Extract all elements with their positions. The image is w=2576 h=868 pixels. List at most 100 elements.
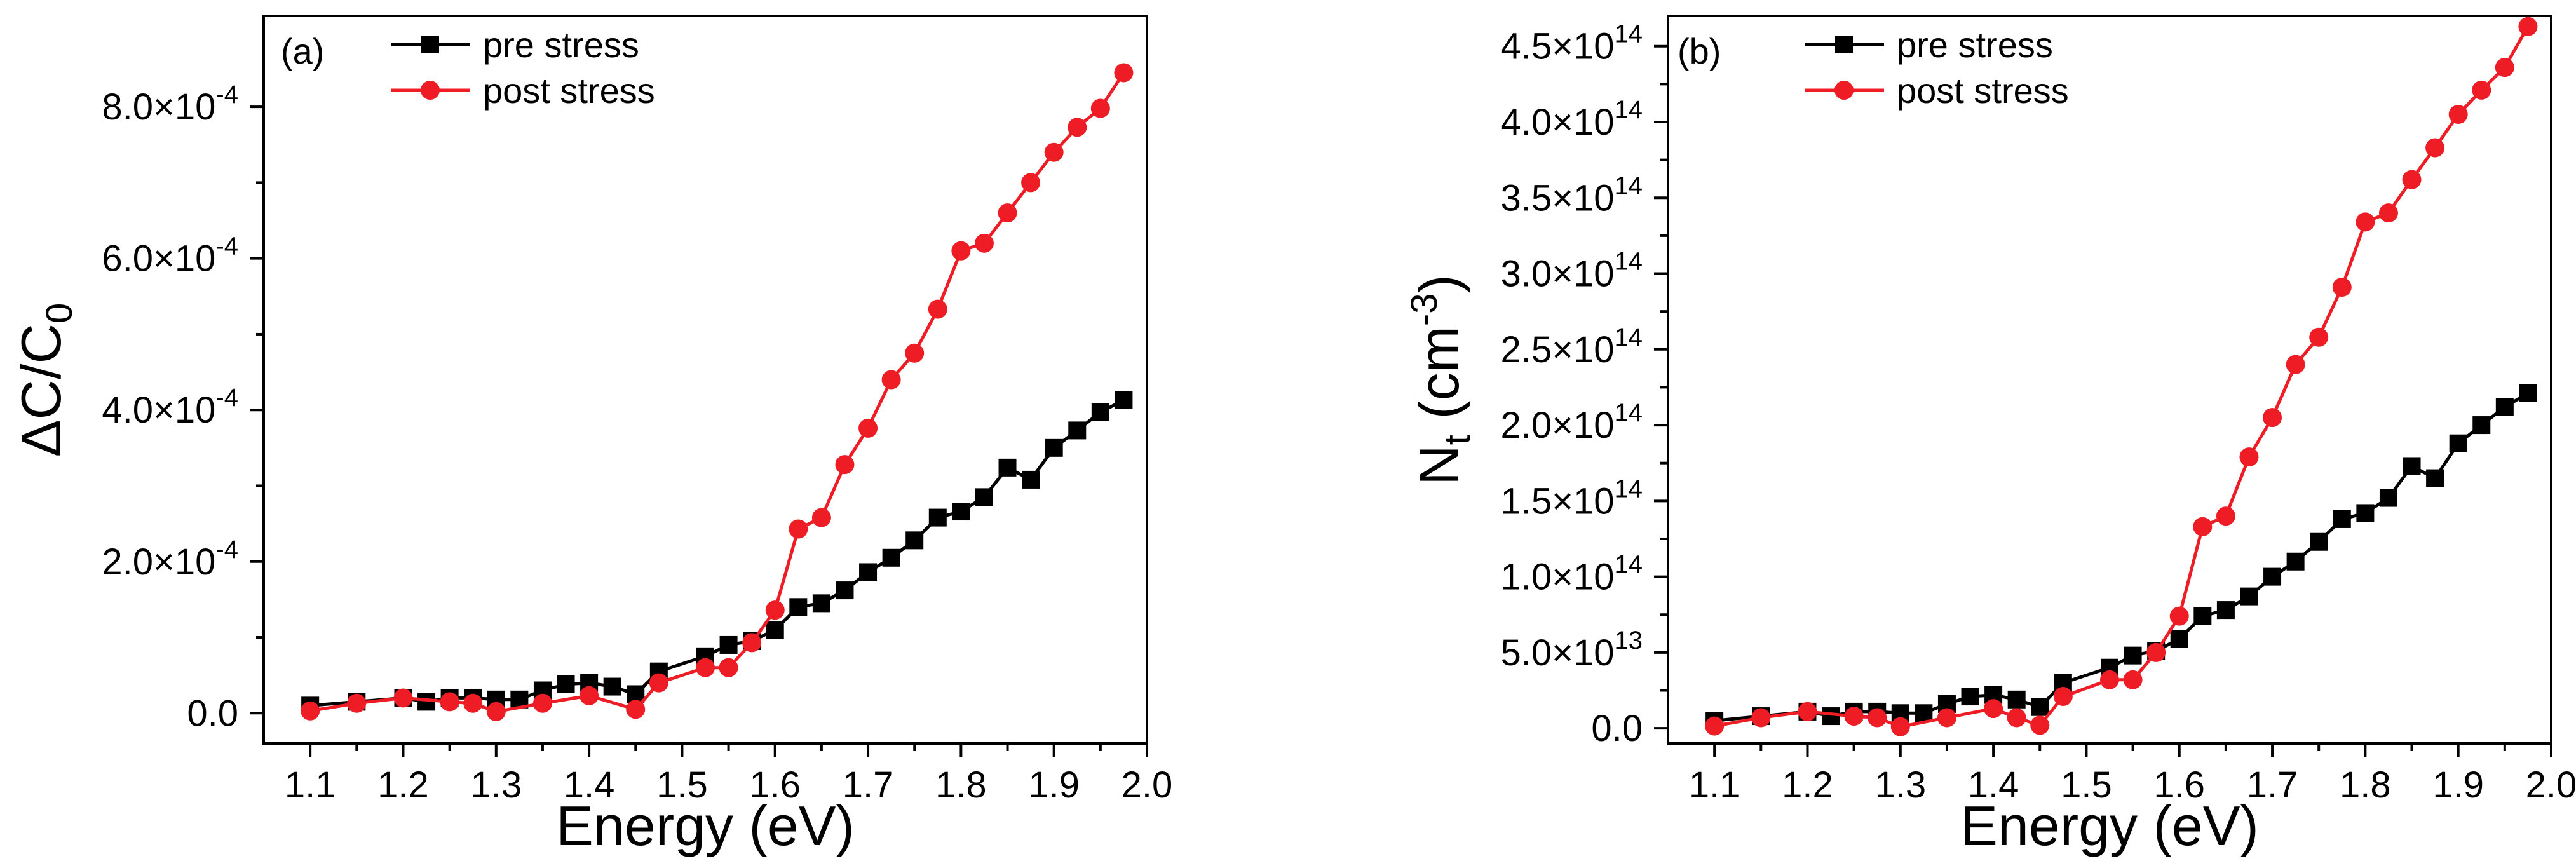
data-point-post-stress xyxy=(719,658,738,677)
x-tick-label: 1.4 xyxy=(564,764,615,806)
data-point-pre-stress xyxy=(2263,567,2282,586)
panel-label: (a) xyxy=(281,31,324,71)
y-tick-label: 5.0×1013 xyxy=(1500,627,1643,674)
y-tick-label: 2.0×10-4 xyxy=(102,536,238,583)
data-point-pre-stress xyxy=(2007,690,2026,709)
data-point-post-stress xyxy=(1890,717,1910,736)
data-point-pre-stress xyxy=(557,675,575,693)
data-point-pre-stress xyxy=(975,488,993,506)
data-point-pre-stress xyxy=(2240,587,2258,606)
panel-b: 1.1 1.2 1.3 1.4 1.5 1.6 1.7 1.8 1.9 2.0 0.0 5.0×101… xyxy=(1404,15,2576,857)
data-point-post-stress xyxy=(1751,708,1771,728)
legend: pre stress post stress xyxy=(1805,25,2069,111)
plot-frame xyxy=(262,15,1148,745)
data-point-post-stress xyxy=(2100,670,2119,689)
data-point-post-stress xyxy=(1021,173,1041,193)
panel-a: 1.1 1.2 1.3 1.4 1.5 1.6 1.7 1.8 1.9 2.0 0.0 2.0×10-… xyxy=(10,15,1172,857)
data-point-pre-stress xyxy=(1045,438,1063,457)
y-tick-label: 2.5×1014 xyxy=(1500,323,1643,370)
x-axis-title: Energy (eV) xyxy=(1960,794,2259,857)
data-point-post-stress xyxy=(301,701,320,721)
data-point-post-stress xyxy=(2448,105,2468,125)
data-point-pre-stress xyxy=(2286,552,2305,571)
data-point-pre-stress xyxy=(928,508,947,527)
series-line-post-stress xyxy=(309,72,1125,714)
legend: pre stress post stress xyxy=(391,25,655,111)
data-point-post-stress xyxy=(2216,506,2235,526)
series-layer xyxy=(301,63,1134,721)
series-layer xyxy=(1705,17,2538,736)
y-axis-title-close: ) xyxy=(1407,275,1470,293)
data-point-pre-stress xyxy=(812,594,830,613)
x-tick-label: 2.0 xyxy=(2526,764,2576,806)
y-tick-label: 6.0×10-4 xyxy=(102,233,238,280)
y-axis-title-sup: -3 xyxy=(1404,293,1445,326)
legend-marker-pre-stress xyxy=(421,36,439,53)
data-point-post-stress xyxy=(347,693,367,713)
data-point-pre-stress xyxy=(1822,707,1840,726)
data-point-pre-stress xyxy=(2170,630,2188,648)
data-point-post-stress xyxy=(1090,98,1110,118)
series-line-pre-stress xyxy=(1714,391,2529,722)
data-point-post-stress xyxy=(1798,702,1817,721)
data-point-pre-stress xyxy=(2472,416,2491,435)
data-point-pre-stress xyxy=(2449,434,2467,452)
data-point-post-stress xyxy=(1044,142,1064,162)
data-point-post-stress xyxy=(2053,687,2073,707)
data-point-post-stress xyxy=(2425,138,2445,158)
axis-ticks: 1.1 1.2 1.3 1.4 1.5 1.6 1.7 1.8 1.9 2.0 0.0 5.0×101… xyxy=(1500,20,2576,806)
legend-label-pre-stress: pre stress xyxy=(1897,25,2053,65)
y-tick-label: 3.5×1014 xyxy=(1500,172,1643,219)
data-point-pre-stress xyxy=(998,458,1017,477)
data-point-pre-stress xyxy=(789,598,808,616)
data-point-post-stress xyxy=(2518,17,2538,36)
x-tick-label: 1.5 xyxy=(656,764,708,806)
y-tick-label: 1.0×1014 xyxy=(1500,551,1643,598)
x-tick-label: 1.7 xyxy=(2247,764,2298,806)
data-point-post-stress xyxy=(2286,355,2305,374)
x-tick-label: 1.4 xyxy=(1968,764,2019,806)
data-point-post-stress xyxy=(905,343,925,363)
data-point-post-stress xyxy=(2007,708,2026,728)
data-point-post-stress xyxy=(1937,708,1956,728)
y-tick-label: 4.0×10-4 xyxy=(102,384,238,431)
data-point-post-stress xyxy=(2356,212,2375,232)
y-axis-title-main: N xyxy=(1407,445,1470,485)
axis-ticks: 1.1 1.2 1.3 1.4 1.5 1.6 1.7 1.8 1.9 2.0 0.0 2.0×10-… xyxy=(102,81,1172,806)
data-point-pre-stress xyxy=(1068,421,1087,440)
data-point-post-stress xyxy=(1705,716,1725,736)
data-point-post-stress xyxy=(649,673,668,693)
data-point-pre-stress xyxy=(905,531,924,550)
data-point-post-stress xyxy=(2169,606,2189,626)
y-axis-title: Nt (cm-3) xyxy=(1404,275,1478,485)
data-point-post-stress xyxy=(789,519,808,539)
data-point-post-stress xyxy=(440,692,459,712)
data-point-pre-stress xyxy=(836,581,854,600)
data-point-post-stress xyxy=(393,688,413,708)
x-tick-label: 1.9 xyxy=(2432,764,2484,806)
data-point-post-stress xyxy=(1844,707,1864,726)
data-point-post-stress xyxy=(858,418,878,438)
legend-marker-post-stress xyxy=(1834,81,1854,100)
data-point-post-stress xyxy=(1984,699,2003,719)
y-axis-title-sub: t xyxy=(1437,435,1478,445)
data-point-pre-stress xyxy=(603,677,621,696)
x-tick-label: 1.1 xyxy=(1689,764,1740,806)
y-tick-label: 0.0 xyxy=(1591,708,1643,749)
x-tick-label: 1.6 xyxy=(2153,764,2205,806)
data-point-pre-stress xyxy=(766,621,784,639)
data-point-pre-stress xyxy=(2495,398,2514,416)
data-point-post-stress xyxy=(2402,170,2422,189)
data-point-post-stress xyxy=(2309,327,2329,347)
y-tick-label: 4.0×1014 xyxy=(1500,96,1643,143)
data-point-post-stress xyxy=(532,693,552,713)
data-point-post-stress xyxy=(580,686,599,705)
y-axis-title-sub: 0 xyxy=(39,303,80,323)
data-point-pre-stress xyxy=(2403,457,2421,475)
x-tick-label: 1.8 xyxy=(2340,764,2391,806)
y-tick-label: 8.0×10-4 xyxy=(102,81,238,128)
data-point-post-stress xyxy=(2495,58,2514,78)
y-tick-label: 0.0 xyxy=(187,693,238,734)
data-point-post-stress xyxy=(696,658,715,677)
